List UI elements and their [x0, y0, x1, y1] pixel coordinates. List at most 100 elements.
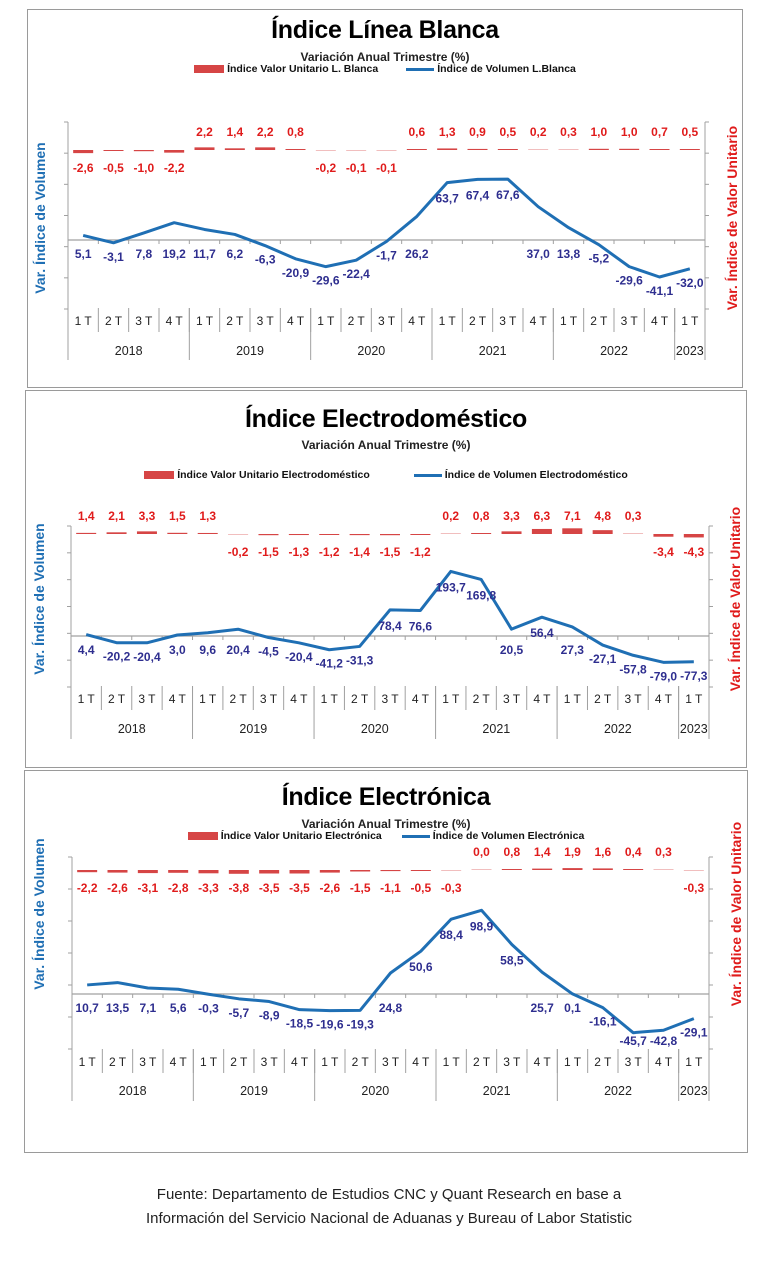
unit-value-bar [137, 870, 158, 874]
volume-label: 10,7 [75, 1001, 99, 1015]
x-tick-label: 1 T [317, 314, 335, 328]
unit-value-bar [350, 870, 371, 872]
year-label: 2020 [361, 1084, 389, 1098]
volume-label: -31,3 [346, 653, 374, 667]
unit-value-bar [623, 869, 644, 870]
x-tick-label: 3 T [261, 1055, 279, 1069]
legend-item-unit-value: Índice Valor Unitario Electrodoméstico [144, 469, 370, 481]
x-tick-label: 1 T [75, 314, 93, 328]
unit-value-label: -2,8 [168, 881, 189, 895]
unit-value-label: -1,2 [410, 545, 431, 559]
unit-value-bar [562, 868, 583, 870]
unit-value-label: 1,0 [621, 125, 638, 139]
year-label: 2020 [361, 722, 389, 736]
unit-value-label: 2,2 [257, 125, 274, 139]
unit-value-bar [228, 534, 249, 535]
unit-value-bar [467, 148, 488, 150]
volume-label: 20,4 [226, 643, 250, 657]
unit-value-label: 1,3 [199, 509, 216, 523]
x-tick-label: 1 T [199, 692, 217, 706]
unit-value-bar [683, 870, 704, 871]
unit-value-bar [528, 149, 549, 150]
x-tick-label: 1 T [78, 692, 96, 706]
x-tick-label: 2 T [594, 1055, 612, 1069]
x-tick-label: 4 T [412, 1055, 430, 1069]
unit-value-label: 0,3 [625, 509, 642, 523]
x-tick-label: 1 T [564, 692, 582, 706]
legend-label: Índice de Volumen Electrónica [432, 830, 585, 842]
x-tick-label: 4 T [166, 314, 184, 328]
unit-value-bar [228, 870, 249, 874]
unit-value-label: -0,5 [410, 881, 431, 895]
chart-panel-linea-blanca: Índice Línea Blanca Variación Anual Trim… [27, 9, 743, 388]
x-tick-label: 4 T [655, 1055, 673, 1069]
unit-value-bar [376, 150, 397, 151]
volume-label: 6,2 [226, 247, 243, 261]
volume-label: 169,8 [466, 588, 496, 602]
legend-label: Índice de Volumen Electrodoméstico [444, 469, 628, 481]
unit-value-label: 0,7 [651, 125, 668, 139]
volume-label: 5,1 [75, 247, 92, 261]
unit-value-bar [653, 534, 674, 537]
x-tick-label: 2 T [469, 314, 487, 328]
x-tick-label: 1 T [560, 314, 578, 328]
unit-value-bar [440, 533, 461, 534]
x-tick-label: 1 T [196, 314, 214, 328]
unit-value-bar [380, 870, 401, 872]
legend-swatch-bar [144, 471, 175, 479]
x-tick-label: 4 T [655, 692, 673, 706]
legend-label: Índice de Volumen L.Blanca [437, 63, 576, 75]
x-tick-label: 4 T [530, 314, 548, 328]
x-tick-label: 1 T [685, 1055, 703, 1069]
volume-label: -41,1 [646, 284, 674, 298]
x-tick-label: 4 T [169, 692, 187, 706]
unit-value-bar [410, 534, 431, 535]
unit-value-bar [315, 150, 336, 151]
unit-value-label: -3,8 [228, 881, 249, 895]
volume-label: -29,6 [615, 274, 643, 288]
unit-value-bar [497, 149, 518, 150]
x-tick-label: 1 T [439, 314, 457, 328]
unit-value-bar [558, 149, 579, 150]
volume-label: -32,0 [676, 276, 704, 290]
volume-label: -20,9 [282, 266, 310, 280]
unit-value-bar [592, 868, 613, 870]
x-tick-label: 4 T [412, 692, 430, 706]
unit-value-bar [380, 534, 400, 536]
unit-value-label: 0,6 [408, 125, 425, 139]
unit-value-label: 0,2 [442, 509, 459, 523]
unit-value-bar [588, 148, 609, 150]
unit-value-bar [501, 531, 522, 534]
unit-value-label: 0,5 [681, 125, 698, 139]
volume-label: 0,1 [564, 1001, 581, 1015]
x-tick-label: 1 T [564, 1055, 582, 1069]
volume-label: 25,7 [530, 1001, 554, 1015]
volume-label: -0,3 [198, 1001, 219, 1015]
volume-label: -45,7 [619, 1034, 647, 1048]
volume-label: -16,1 [589, 1015, 617, 1029]
x-tick-label: 2 T [108, 692, 126, 706]
unit-value-label: -3,3 [198, 881, 219, 895]
unit-value-label: 3,3 [503, 509, 520, 523]
volume-label: 78,4 [378, 619, 402, 633]
volume-label: 9,6 [199, 643, 216, 657]
unit-value-bar [164, 150, 185, 153]
unit-value-bar [471, 533, 492, 534]
unit-value-label: -0,5 [103, 161, 124, 175]
source-note: Fuente: Departamento de Estudios CNC y Q… [0, 1183, 778, 1231]
unit-value-label: -2,6 [107, 881, 128, 895]
x-tick-label: 2 T [105, 314, 123, 328]
unit-value-label: -2,6 [73, 161, 94, 175]
x-tick-label: 2 T [109, 1055, 127, 1069]
volume-label: 13,8 [557, 247, 581, 261]
unit-value-label: -0,1 [376, 161, 397, 175]
unit-value-bar [319, 870, 340, 873]
x-tick-label: 2 T [230, 1055, 248, 1069]
chart-title: Índice Electrónica [281, 783, 491, 811]
unit-value-label: -0,3 [441, 881, 462, 895]
volume-label: -42,8 [650, 1034, 678, 1048]
unit-value-bar [653, 869, 674, 870]
volume-label: 20,5 [500, 643, 524, 657]
unit-value-label: 1,9 [564, 845, 581, 859]
volume-label: 27,3 [561, 643, 585, 657]
